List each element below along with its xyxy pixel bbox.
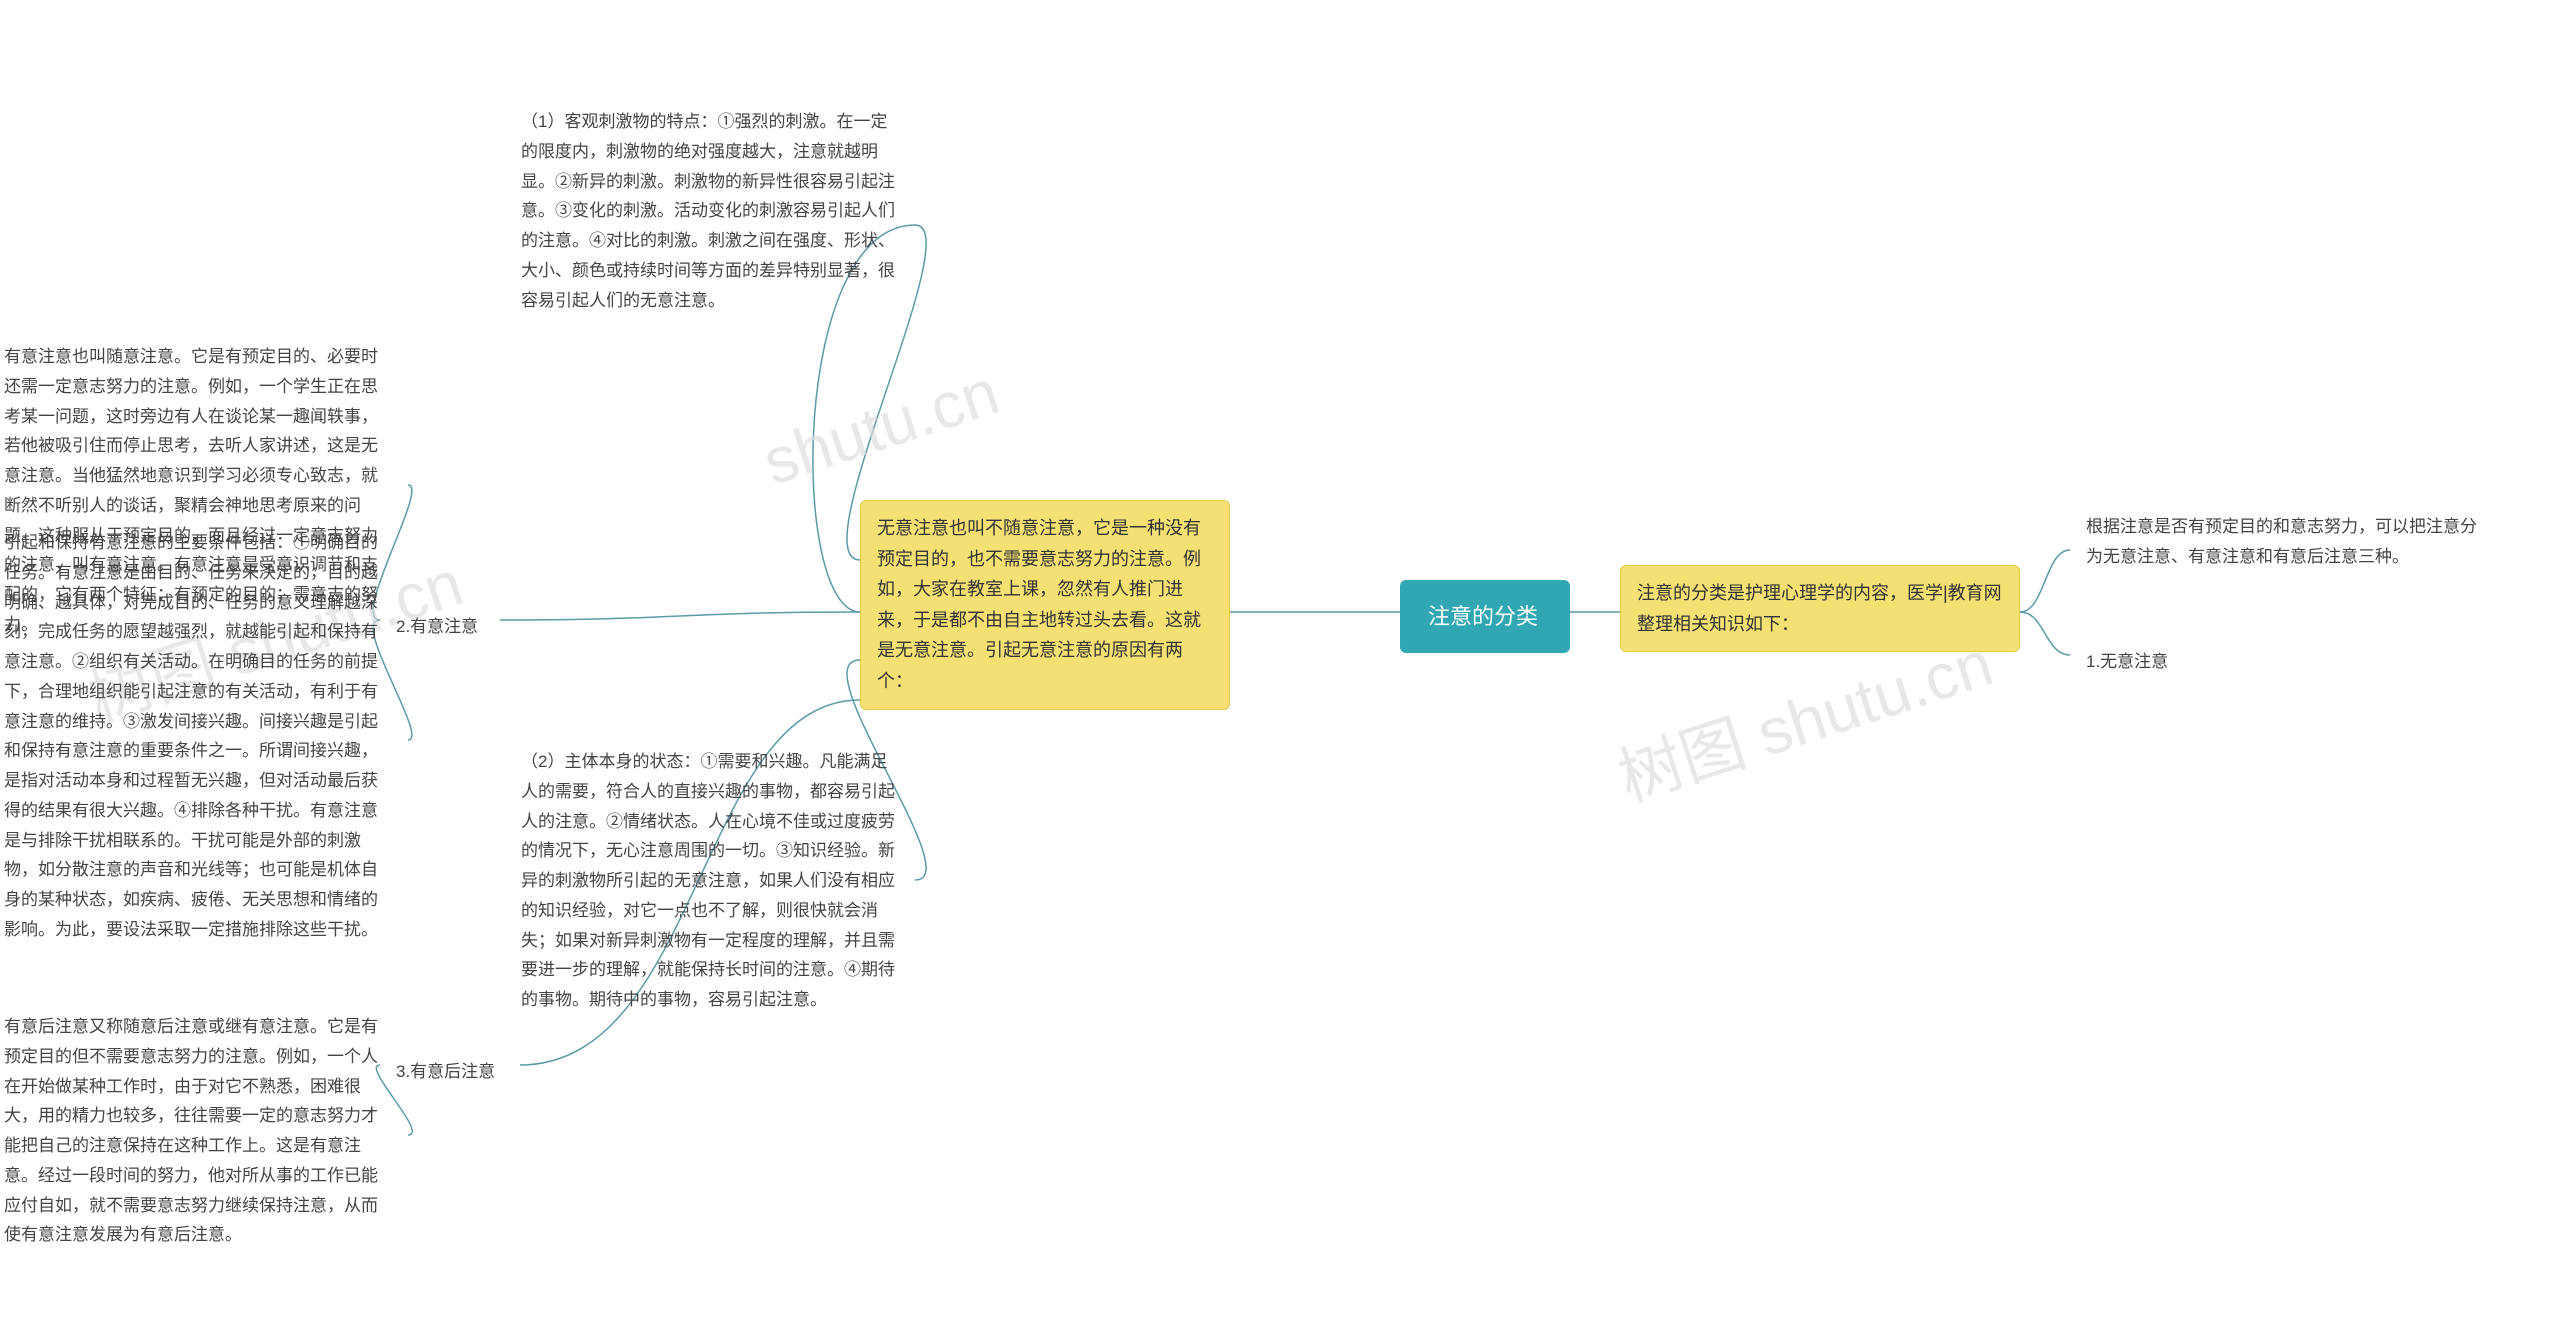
mindmap-canvas: 树图 shutu.cn shutu.cn 树图 shutu.cn 注意的分类 注… (0, 0, 2560, 1335)
leaf-wuyi[interactable]: 1.无意注意 (2070, 635, 2184, 689)
watermark: shutu.cn (754, 354, 1007, 499)
intro-node[interactable]: 注意的分类是护理心理学的内容，医学|教育网整理相关知识如下： (1620, 565, 2020, 652)
root-node[interactable]: 注意的分类 (1400, 580, 1570, 653)
leaf-l2b[interactable]: 引起和保持有意注意的主要条件包括：①明确目的任务。有意注意是由目的、任务来决定的… (0, 516, 408, 957)
subtopic-yellow[interactable]: 无意注意也叫不随意注意，它是一种没有预定目的，也不需要意志努力的注意。例如，大家… (860, 500, 1230, 710)
leaf-sub-a[interactable]: （1）客观刺激物的特点：①强烈的刺激。在一定的限度内，刺激物的绝对强度越大，注意… (505, 95, 915, 327)
leaf-classification[interactable]: 根据注意是否有预定目的和意志努力，可以把注意分为无意注意、有意注意和有意后注意三… (2070, 500, 2500, 584)
leaf-l3a[interactable]: 有意后注意又称随意后注意或继有意注意。它是有预定目的但不需要意志努力的注意。例如… (0, 1000, 408, 1262)
leaf-sub-b[interactable]: （2）主体本身的状态：①需要和兴趣。凡能满足人的需要，符合人的直接兴趣的事物，都… (505, 735, 915, 1027)
